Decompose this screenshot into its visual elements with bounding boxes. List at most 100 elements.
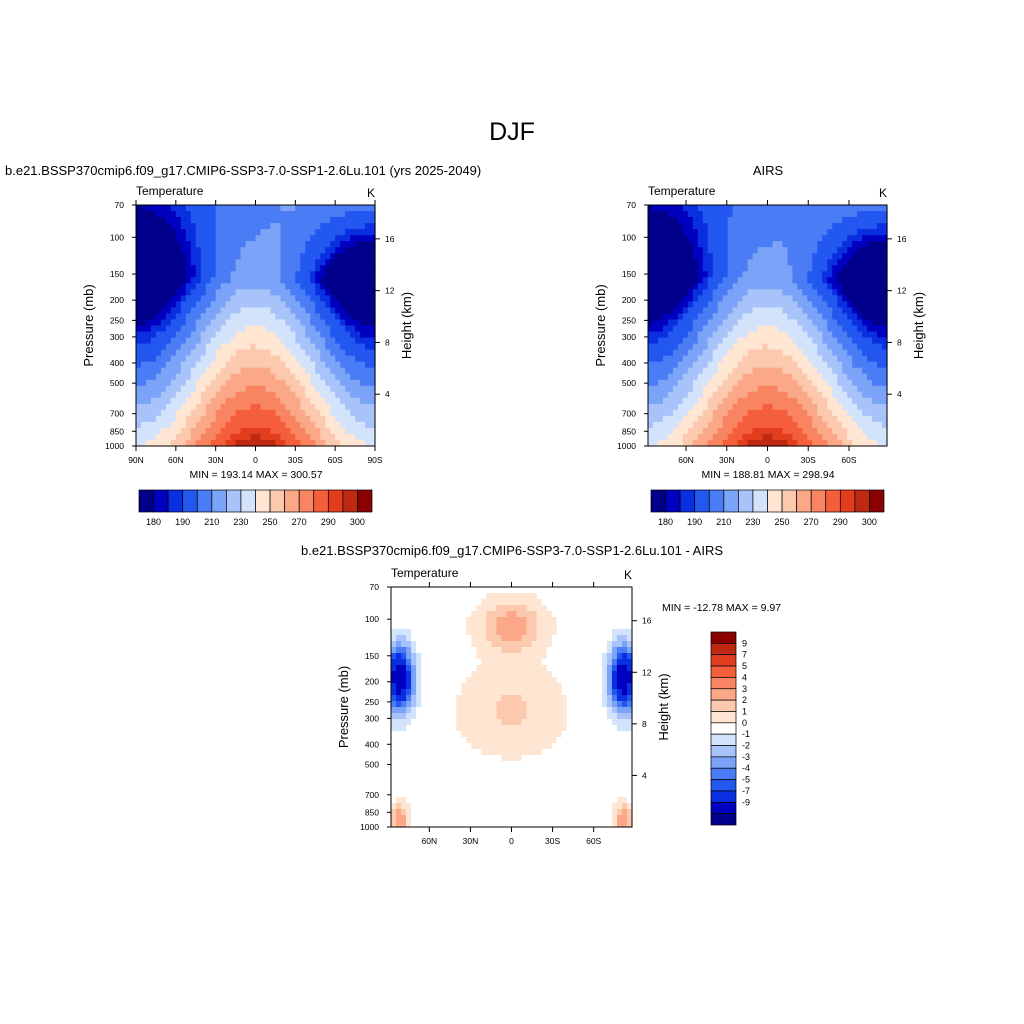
- panel-1-variable: Temperature: [136, 184, 204, 198]
- panel-2-units: K: [879, 186, 887, 200]
- colorbar-box: [810, 489, 827, 513]
- colorbar-box: [767, 489, 783, 513]
- colorbar-label: 270: [804, 517, 819, 527]
- y-tick-label: 700: [622, 409, 636, 419]
- colorbar-box: [710, 699, 737, 712]
- panel-3-ylabel-right: Height (km): [656, 673, 671, 740]
- colorbar-box: [196, 489, 213, 513]
- y-right-tick-label: 12: [897, 286, 907, 296]
- y-tick-label: 200: [622, 295, 636, 305]
- colorbar-label: 190: [687, 517, 702, 527]
- x-tick-label: 0: [253, 455, 258, 465]
- colorbar-label: 250: [263, 517, 278, 527]
- colorbar-box: [650, 489, 666, 513]
- y-tick-label: 400: [622, 358, 636, 368]
- colorbar-2: 180 190 210 230 250 270 290 300: [650, 489, 885, 527]
- y-tick-label: 150: [110, 269, 124, 279]
- panel-1: 70 100 150 200 250 300 400 500 700 850 1000 4 8 12 16 9…: [81, 184, 414, 481]
- colorbar-box: [694, 489, 710, 513]
- colorbar-label: -2: [742, 741, 750, 751]
- panel-3: 7010015020025030040050070085010004812166…: [336, 566, 781, 846]
- y-right-tick-label: 8: [385, 337, 390, 347]
- colorbar-box: [342, 489, 358, 513]
- colorbar-box: [854, 489, 870, 513]
- panel-1-ylabel-right: Height (km): [399, 292, 414, 359]
- x-tick-label: 30N: [719, 455, 735, 465]
- colorbar-box: [869, 489, 885, 513]
- y-tick-label: 300: [365, 713, 379, 723]
- panel-3-units: K: [624, 568, 632, 582]
- colorbar-box: [710, 722, 737, 735]
- y-tick-label: 400: [110, 358, 124, 368]
- y-tick-label: 400: [365, 739, 379, 749]
- colorbar-box: [710, 813, 737, 826]
- colorbar-3: 9 754 321 0-1 -2-3-4 -5-7-9: [710, 631, 750, 826]
- colorbar-box: [211, 489, 227, 513]
- colorbar-label: 210: [204, 517, 219, 527]
- x-tick-label: 30S: [801, 455, 816, 465]
- y-tick-label: 700: [365, 790, 379, 800]
- panel-1-title: b.e21.BSSP370cmip6.f09_g17.CMIP6-SSP3-7.…: [5, 163, 482, 178]
- colorbar-box: [357, 489, 373, 513]
- colorbar-box: [710, 733, 737, 746]
- figure-title: DJF: [489, 118, 535, 146]
- colorbar-label: 4: [742, 672, 747, 682]
- y-tick-label: 250: [622, 315, 636, 325]
- colorbar-label: 0: [742, 718, 747, 728]
- y-tick-label: 250: [110, 315, 124, 325]
- colorbar-label: -4: [742, 763, 750, 773]
- panel-2-stats: MIN = 188.81 MAX = 298.94: [701, 469, 834, 481]
- y-tick-label: 1000: [617, 441, 636, 451]
- colorbar-box: [710, 654, 737, 667]
- colorbar-box: [255, 489, 271, 513]
- panel-2: 70 100 150 200 250 300 400 500 700 850 1000 4 8 12 16 6…: [593, 184, 926, 481]
- panel-3-stats: MIN = -12.78 MAX = 9.97: [662, 602, 781, 614]
- colorbar-box: [781, 489, 797, 513]
- panel-2-title: AIRS: [752, 163, 784, 178]
- panel-3-variable: Temperature: [391, 566, 459, 580]
- y-tick-label: 700: [110, 409, 124, 419]
- y-tick-label: 70: [627, 200, 637, 210]
- colorbar-box: [240, 489, 256, 513]
- colorbar-label: 5: [742, 661, 747, 671]
- y-tick-label: 100: [365, 614, 379, 624]
- x-tick-label: 30S: [288, 455, 303, 465]
- colorbar-label: 300: [350, 517, 365, 527]
- panel-2-ylabel-right: Height (km): [911, 292, 926, 359]
- colorbar-box: [226, 489, 242, 513]
- colorbar-box: [710, 779, 737, 792]
- colorbar-label: -1: [742, 729, 750, 739]
- y-tick-label: 100: [110, 232, 124, 242]
- y-right-tick-label: 12: [642, 667, 652, 677]
- x-tick-label: 60S: [586, 836, 601, 846]
- colorbar-label: 190: [175, 517, 190, 527]
- y-tick-label: 150: [622, 269, 636, 279]
- y-tick-label: 300: [110, 332, 124, 342]
- panel-3-ylabel: Pressure (mb): [336, 666, 351, 748]
- colorbar-label: 210: [716, 517, 731, 527]
- x-tick-label: 60S: [328, 455, 343, 465]
- colorbar-label: 180: [146, 517, 161, 527]
- y-right-tick-label: 16: [897, 234, 907, 244]
- y-tick-label: 850: [110, 426, 124, 436]
- panel-2-ylabel: Pressure (mb): [593, 284, 608, 366]
- colorbar-box: [679, 489, 696, 513]
- colorbar-box: [269, 489, 285, 513]
- y-tick-label: 300: [622, 332, 636, 342]
- x-tick-label: 0: [509, 836, 514, 846]
- panel-2-field: [648, 205, 888, 447]
- x-tick-label: 30N: [463, 836, 479, 846]
- x-tick-label: 60N: [422, 836, 438, 846]
- colorbar-box: [313, 489, 329, 513]
- x-tick-label: 0: [765, 455, 770, 465]
- colorbar-box: [665, 489, 681, 513]
- colorbar-box: [138, 489, 154, 513]
- x-tick-label: 90S: [367, 455, 382, 465]
- y-tick-label: 500: [365, 759, 379, 769]
- y-tick-label: 70: [115, 200, 125, 210]
- y-tick-label: 1000: [360, 822, 379, 832]
- colorbar-box: [284, 489, 300, 513]
- y-right-tick-label: 4: [642, 770, 647, 780]
- colorbar-box: [710, 665, 737, 678]
- y-tick-label: 500: [110, 378, 124, 388]
